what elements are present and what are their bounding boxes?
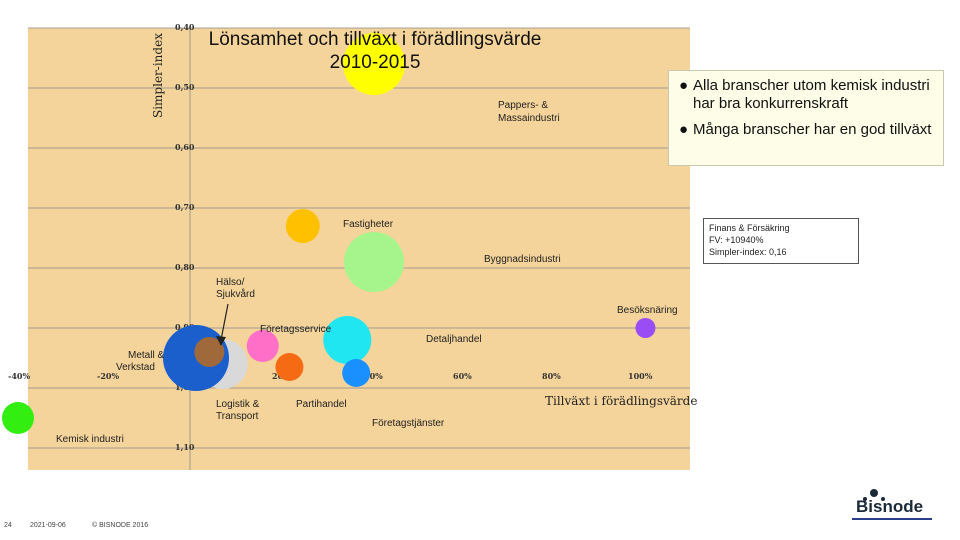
- bisnode-logo: Bisnode: [852, 488, 932, 520]
- bubble-label-line: Företagsservice: [260, 324, 332, 335]
- bubble-label: Företagstjänster: [372, 418, 445, 429]
- bubble: [275, 353, 304, 381]
- x-axis-label: Tillväxt i förädlingsvärde: [545, 394, 698, 408]
- note-item: ● Alla branscher utom kemisk industri ha…: [679, 77, 935, 113]
- bubble-label-line: Verkstad: [116, 362, 155, 373]
- bubble: [635, 318, 656, 338]
- bubble: [343, 33, 405, 95]
- logo-text: Bisnode: [856, 497, 924, 516]
- bubble-label: Logistik & Transport: [216, 399, 260, 422]
- x-tick-label: 60%: [453, 371, 472, 381]
- logo-dots-icon: [863, 489, 885, 501]
- bubble: [323, 316, 372, 364]
- y-tick-label: 0,50: [175, 82, 195, 92]
- bubble-label-line: Massaindustri: [498, 113, 560, 124]
- bubble-label-line: Partihandel: [296, 399, 347, 410]
- bubble-label: Pappers- & Massaindustri: [498, 100, 560, 124]
- bullet-icon: ●: [679, 121, 689, 138]
- y-tick-label: 0,40: [175, 22, 195, 32]
- bubble-label-line: Fastigheter: [343, 219, 394, 230]
- x-tick-label: 80%: [542, 371, 561, 381]
- footer-copyright: © BISNODE 2016: [92, 522, 149, 529]
- finance-callout: Finans & Försäkring FV: +10940% Simpler-…: [703, 218, 859, 264]
- annotation-arrow: [220, 303, 229, 341]
- note-text: Många branscher har en god tillväxt: [693, 121, 932, 138]
- bubble-label-line: Besöksnäring: [617, 305, 678, 316]
- bubble: [285, 209, 320, 243]
- bubble-label-line: Sjukvård: [216, 288, 255, 300]
- x-tick-labels: -40%-20%0%20%40%60%80%100%: [8, 371, 653, 381]
- bubbles: [2, 33, 656, 434]
- x-tick-label: -20%: [97, 371, 119, 381]
- finance-name: Finans & Försäkring: [709, 223, 790, 233]
- bubble: [246, 330, 279, 362]
- bubble-label-line: Logistik &: [216, 399, 260, 410]
- bubble-label-line: Kemisk industri: [56, 434, 124, 445]
- x-tick-label: -40%: [8, 371, 30, 381]
- y-tick-label: 0,60: [175, 142, 195, 152]
- bubble-label-line: Byggnadsindustri: [484, 254, 561, 265]
- finance-growth: FV: +10940%: [709, 235, 764, 245]
- bubble-label: Byggnadsindustri: [484, 254, 561, 265]
- bubble-label-line: Hälso/: [216, 277, 245, 288]
- y-axis-label: Simpler-index: [151, 33, 165, 118]
- finance-index: Simpler-index: 0,16: [709, 247, 787, 257]
- bubble-label: Metall & Verkstad: [116, 350, 164, 373]
- arrow-head: [216, 336, 226, 346]
- bubble-label: Hälso/Sjukvård: [216, 277, 255, 300]
- bubble-label-line: Metall &: [128, 350, 164, 361]
- bubble-label-line: Företagstjänster: [372, 418, 445, 429]
- bullet-icon: ●: [679, 77, 689, 94]
- logo-underline: [852, 518, 932, 520]
- bubble-label: Kemisk industri: [56, 434, 124, 445]
- bubble: [342, 359, 371, 387]
- bubble: [2, 402, 34, 434]
- note-item: ● Många branscher har en god tillväxt: [679, 121, 935, 139]
- chart-title: Lönsamhet och tillväxt i förädlingsvärde…: [190, 28, 560, 74]
- bubble-label-line: Pappers- &: [498, 100, 548, 111]
- notes-box: ● Alla branscher utom kemisk industri ha…: [668, 70, 944, 166]
- bubble-label: Besöksnäring: [617, 305, 678, 316]
- note-text: Alla branscher utom kemisk industri har …: [693, 77, 930, 112]
- x-tick-label: 100%: [628, 371, 653, 381]
- title-line-2: 2010-2015: [329, 52, 421, 73]
- bubble-label: Företagsservice: [260, 324, 332, 335]
- bubble-label-line: Detaljhandel: [426, 334, 482, 345]
- x-tick-label: 40%: [364, 371, 383, 381]
- y-tick-label: 0,70: [175, 202, 195, 212]
- bubble-label-line: Transport: [216, 411, 259, 422]
- y-tick-label: 1,10: [175, 442, 195, 452]
- footer: 24 2021-09-06 © BISNODE 2016: [0, 518, 960, 540]
- page-number: 24: [4, 522, 12, 529]
- footer-date: 2021-09-06: [30, 522, 66, 529]
- bubble-labels: Pappers- & Massaindustri Fastigheter Byggna…: [56, 100, 678, 445]
- bubble-label: Fastigheter: [343, 219, 394, 230]
- bubble: [194, 337, 225, 367]
- bubble-label: Partihandel: [296, 399, 347, 410]
- title-line-1: Lönsamhet och tillväxt i förädlingsvärde: [208, 29, 542, 50]
- y-tick-label: 0,80: [175, 262, 195, 272]
- bubble: [344, 232, 404, 292]
- bubble-label: Detaljhandel: [426, 334, 482, 345]
